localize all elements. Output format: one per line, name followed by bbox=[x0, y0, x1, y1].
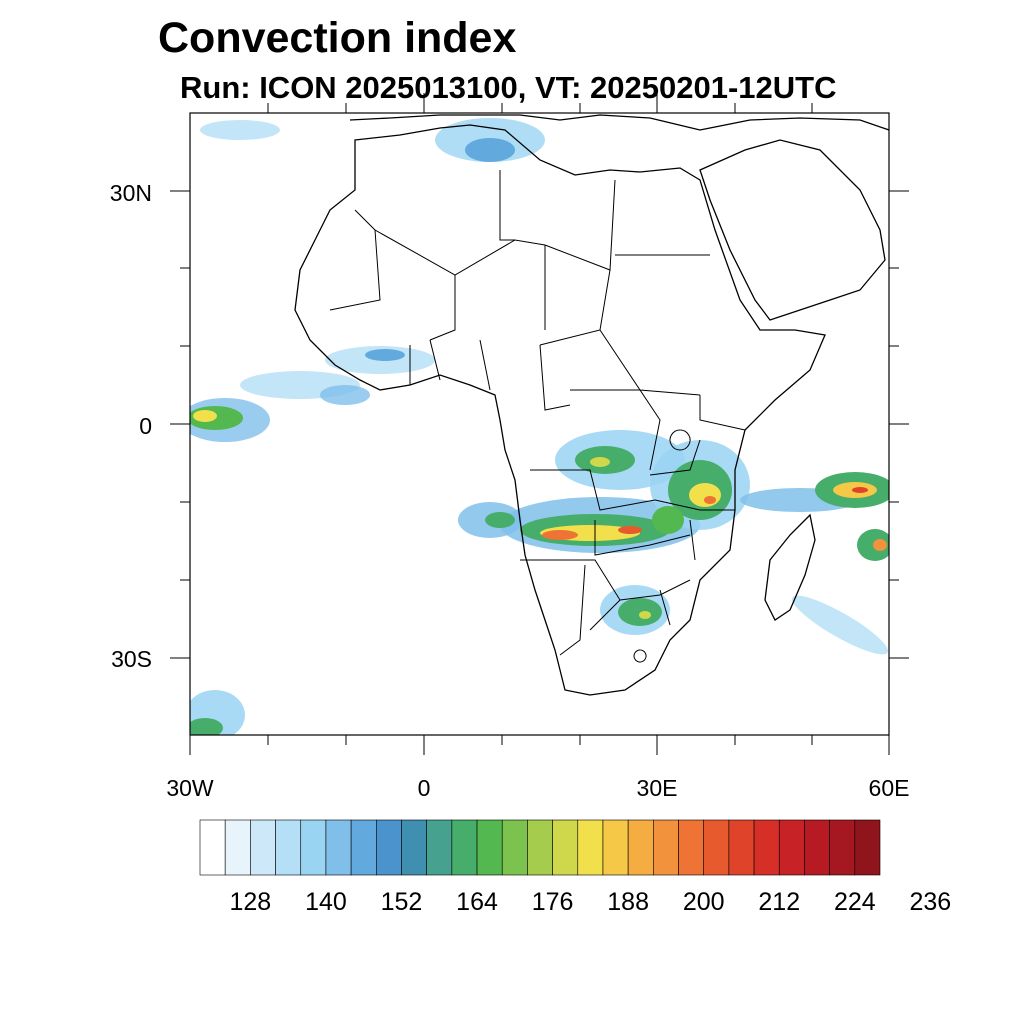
colorbar-tick-label: 188 bbox=[607, 888, 649, 916]
convection-patch bbox=[200, 120, 280, 140]
convection-patch bbox=[852, 487, 868, 493]
colorbar-swatch bbox=[854, 819, 881, 876]
convection-patch bbox=[320, 385, 370, 405]
border bbox=[429, 339, 441, 381]
colorbar-swatch bbox=[602, 819, 629, 876]
country-borders bbox=[329, 170, 746, 663]
convection-patch bbox=[193, 410, 217, 422]
colorbar-swatch bbox=[275, 819, 302, 876]
lat-label-30n: 30N bbox=[109, 180, 152, 206]
border bbox=[633, 649, 647, 663]
border bbox=[479, 339, 491, 391]
convection-patch bbox=[618, 526, 642, 534]
map-title: Convection index bbox=[158, 14, 517, 62]
colorbar-swatch bbox=[426, 819, 453, 876]
border bbox=[599, 329, 701, 396]
arabia-coastline bbox=[699, 139, 886, 321]
convection-patch bbox=[791, 595, 889, 655]
colorbar-swatch bbox=[728, 819, 755, 876]
map-frame bbox=[189, 112, 890, 736]
border bbox=[530, 469, 656, 511]
border bbox=[329, 209, 381, 311]
border bbox=[499, 170, 515, 241]
colorbar-swatch bbox=[829, 819, 856, 876]
colorbar-tick-label: 176 bbox=[531, 888, 574, 916]
convection-field bbox=[190, 118, 889, 735]
lon-label-0: 0 bbox=[417, 775, 431, 801]
border bbox=[619, 579, 691, 601]
colorbar-swatch bbox=[703, 819, 730, 876]
colorbar-swatch bbox=[451, 819, 478, 876]
colorbar-tick-label: 224 bbox=[833, 888, 876, 916]
colorbar-tick-label: 140 bbox=[305, 888, 347, 916]
convection-patch bbox=[689, 483, 721, 507]
convection-patch bbox=[542, 530, 578, 540]
convection-patch bbox=[618, 598, 662, 626]
colorbar-tick-label: 128 bbox=[229, 888, 272, 916]
map-subtitle: Run: ICON 2025013100, VT: 20250201-12UTC bbox=[180, 70, 837, 105]
convection-patch bbox=[704, 496, 716, 504]
colorbar-tick-label: 152 bbox=[380, 888, 423, 916]
africa-coastline bbox=[294, 124, 826, 696]
border bbox=[659, 589, 671, 626]
border bbox=[654, 499, 735, 511]
madagascar-coastline bbox=[764, 513, 816, 621]
lat-label-0: 0 bbox=[139, 413, 152, 439]
colorbar-swatch bbox=[350, 819, 377, 876]
border bbox=[374, 229, 546, 276]
colorbar-swatch bbox=[552, 819, 579, 876]
convection-patch bbox=[873, 539, 887, 551]
colorbar-swatch bbox=[250, 819, 276, 876]
colorbar-swatch bbox=[300, 819, 327, 876]
convection-patch bbox=[652, 506, 684, 534]
colorbar-tick-label: 200 bbox=[682, 888, 725, 916]
colorbar-swatch bbox=[401, 819, 427, 876]
colorbar-tick-label: 164 bbox=[456, 888, 498, 916]
border bbox=[539, 344, 571, 411]
colorbar-swatch bbox=[325, 819, 352, 876]
border bbox=[539, 269, 611, 346]
border bbox=[520, 559, 621, 631]
convection-patch bbox=[485, 512, 515, 528]
colorbar-swatch bbox=[199, 819, 226, 876]
map-ticks bbox=[170, 93, 909, 755]
colorbar-swatch bbox=[476, 819, 503, 876]
convection-patch bbox=[190, 718, 223, 735]
border bbox=[429, 275, 456, 341]
border bbox=[699, 395, 746, 431]
border bbox=[559, 564, 586, 656]
border bbox=[544, 179, 616, 271]
convection-patch bbox=[639, 611, 651, 619]
border bbox=[570, 389, 661, 471]
europe-coastline bbox=[349, 114, 889, 131]
colorbar-swatch bbox=[778, 819, 805, 876]
colorbar-swatch bbox=[577, 819, 604, 876]
colorbar-swatch bbox=[375, 819, 402, 876]
convection-patch bbox=[465, 138, 515, 162]
colorbar-swatch bbox=[678, 819, 705, 876]
colorbar-swatch bbox=[501, 819, 528, 876]
border bbox=[669, 429, 691, 451]
lon-label-60e: 60E bbox=[868, 775, 910, 801]
lon-label-30w: 30W bbox=[166, 775, 214, 801]
border bbox=[649, 439, 701, 476]
colorbar-swatch bbox=[527, 819, 553, 876]
border bbox=[689, 519, 696, 561]
lon-label-30e: 30E bbox=[636, 775, 678, 801]
border bbox=[594, 520, 691, 556]
lat-label-30s: 30S bbox=[111, 646, 152, 672]
colorbar-swatch bbox=[804, 819, 830, 876]
colorbar-swatch bbox=[653, 819, 679, 876]
colorbar-tick-label: 212 bbox=[758, 888, 801, 916]
colorbar bbox=[199, 819, 881, 876]
coastlines bbox=[294, 114, 889, 696]
convection-patch bbox=[590, 457, 610, 467]
colorbar-swatch bbox=[224, 819, 251, 876]
colorbar-tick-label: 236 bbox=[909, 888, 952, 916]
colorbar-swatch bbox=[753, 819, 780, 876]
convection-patch bbox=[365, 349, 405, 361]
colorbar-swatch bbox=[627, 819, 654, 876]
